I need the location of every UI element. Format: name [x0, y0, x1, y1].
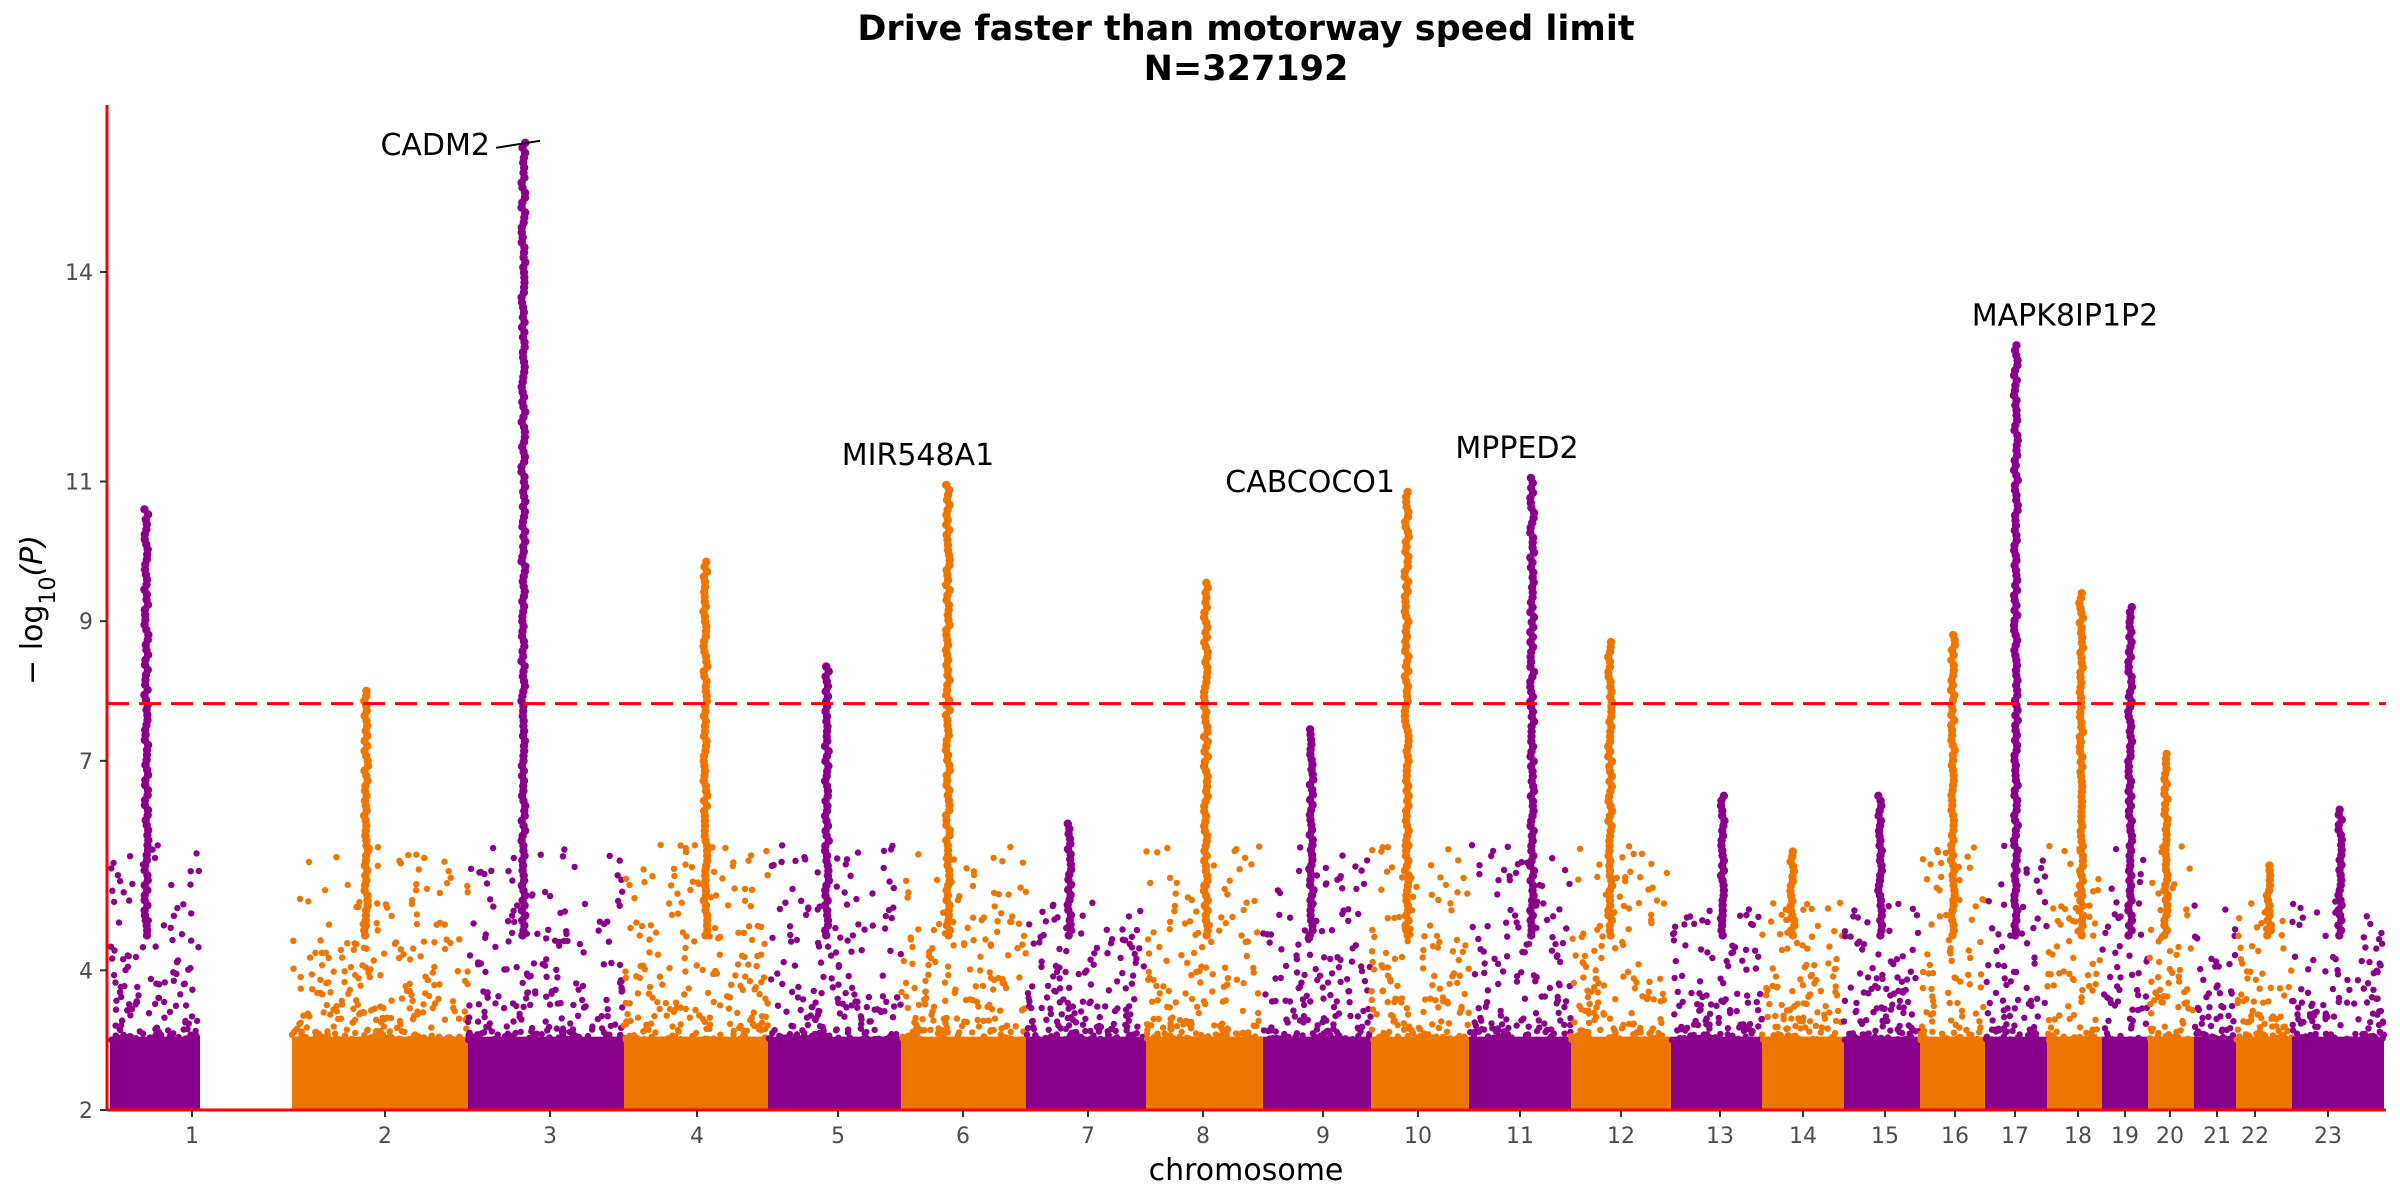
y-tick-label: 2: [79, 1099, 93, 1124]
chromosome-band-7: [1026, 1036, 1146, 1110]
chart-subtitle: N=327192: [1144, 49, 1349, 89]
chromosome-band-19: [2102, 1036, 2148, 1110]
x-tick-label: 14: [1789, 1124, 1817, 1149]
gene-label-mapk8ip1p2: MAPK8IP1P2: [1972, 298, 2158, 333]
x-tick-label: 16: [1941, 1124, 1969, 1149]
chromosome-band-15: [1844, 1036, 1920, 1110]
chromosome-band-3: [468, 1036, 624, 1110]
chromosome-band-11: [1469, 1036, 1571, 1110]
gene-label-cabcoco1: CABCOCO1: [1225, 465, 1395, 500]
x-tick-label: 12: [1607, 1124, 1635, 1149]
chromosome-band-4: [624, 1036, 768, 1110]
chromosome-band-8: [1146, 1036, 1263, 1110]
x-tick-label: 5: [831, 1124, 845, 1149]
chart-title: Drive faster than motorway speed limit: [857, 9, 1634, 49]
x-tick-label: 11: [1506, 1124, 1534, 1149]
gene-label-mpped2: MPPED2: [1455, 431, 1578, 466]
x-tick-label: 9: [1316, 1124, 1330, 1149]
x-tick-label: 6: [956, 1124, 970, 1149]
y-tick-label: 14: [65, 261, 93, 286]
x-tick-label: 3: [543, 1124, 557, 1149]
chromosome-band-9: [1263, 1036, 1371, 1110]
annotation-layer: CADM2 MIR548A1 CABCOCO1 MPPED2 MAPK8IP1P2: [380, 128, 2158, 500]
chromosome-band-18: [2047, 1036, 2102, 1110]
chromosome-band-14: [1762, 1036, 1844, 1110]
x-tick-label: 4: [690, 1124, 704, 1149]
x-tick-label: 20: [2156, 1124, 2184, 1149]
x-tick-label: 1: [185, 1124, 199, 1149]
gene-label-leader: [495, 139, 541, 149]
points-layer: [107, 138, 2388, 1110]
chromosome-band-6: [901, 1036, 1026, 1110]
chromosome-band-5: [768, 1036, 901, 1110]
y-tick-label: 7: [79, 750, 93, 775]
x-tick-label: 2: [378, 1124, 392, 1149]
x-tick-label: 21: [2203, 1124, 2231, 1149]
chromosome-band-21: [2194, 1036, 2236, 1110]
y-tick-label: 4: [79, 959, 93, 984]
x-axis-title: chromosome: [1149, 1153, 1344, 1188]
x-tick-label: 17: [2001, 1124, 2029, 1149]
chromosome-band-22: [2236, 1036, 2292, 1110]
x-tick-label: 18: [2064, 1124, 2092, 1149]
chromosome-band-20: [2148, 1036, 2194, 1110]
chromosome-band-10: [1371, 1036, 1469, 1110]
x-tick-label: 8: [1196, 1124, 1210, 1149]
x-tick-label: 15: [1871, 1124, 1899, 1149]
chromosome-band-2: [292, 1036, 468, 1110]
y-tick-label: 9: [79, 610, 93, 635]
chromosome-band-13: [1671, 1036, 1762, 1110]
chromosome-band-16: [1920, 1036, 1985, 1110]
y-axis-title: − log10(P): [15, 535, 61, 685]
chromosome-band-1: [110, 1036, 200, 1110]
gene-label-mir548a1: MIR548A1: [842, 438, 994, 473]
chromosome-band-23: [2292, 1036, 2384, 1110]
gene-label-cadm2: CADM2: [380, 128, 490, 163]
x-tick-label: 13: [1706, 1124, 1734, 1149]
x-tick-label: 22: [2241, 1124, 2269, 1149]
chromosome-band-17: [1985, 1036, 2047, 1110]
y-tick-label: 11: [65, 471, 93, 496]
x-tick-label: 23: [2314, 1124, 2342, 1149]
x-tick-label: 19: [2111, 1124, 2139, 1149]
chromosome-band-12: [1571, 1036, 1671, 1110]
x-tick-label: 10: [1404, 1124, 1432, 1149]
x-tick-label: 7: [1081, 1124, 1095, 1149]
